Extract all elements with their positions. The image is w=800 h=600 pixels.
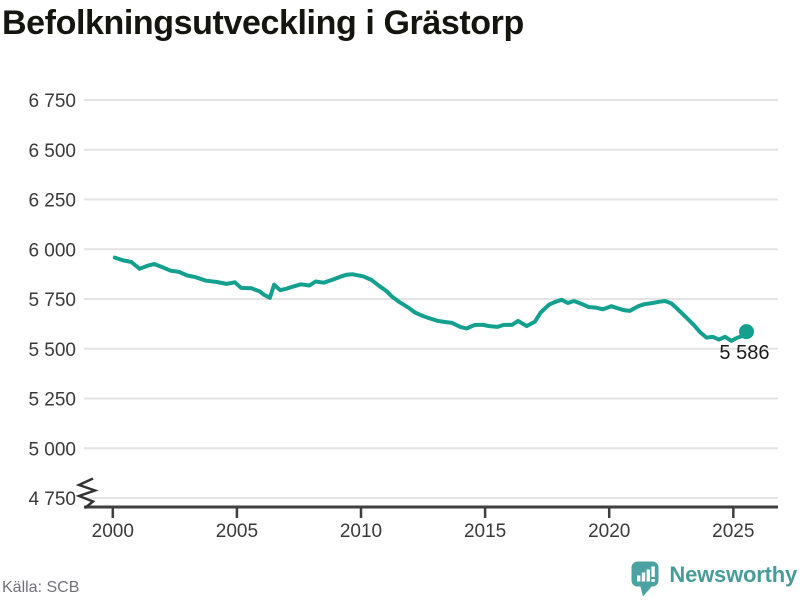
last-value-label: 5 586 <box>719 342 769 364</box>
x-axis-tick-label: 2015 <box>464 521 506 542</box>
page-title: Befolkningsutveckling i Grästorp <box>2 4 524 42</box>
y-axis-tick-label: 6 250 <box>28 191 76 212</box>
y-axis-tick-label: 6 000 <box>28 240 76 261</box>
brand-footer: Newsworthy <box>630 560 797 598</box>
y-axis-tick-label: 6 750 <box>28 91 76 112</box>
brand-name: Newsworthy <box>669 562 797 587</box>
axis-break-icon <box>75 477 99 509</box>
y-axis-tick-label: 5 000 <box>28 439 76 460</box>
y-axis-tick-label: 5 250 <box>28 390 76 411</box>
source-label: Källa: SCB <box>2 579 80 596</box>
x-axis-tick-label: 2025 <box>712 521 754 542</box>
population-line-chart: 4 750 5 000 5 250 5 500 5 750 6 000 6 250 6 500… <box>28 91 778 542</box>
y-axis-tick-label: 5 500 <box>28 340 76 361</box>
x-axis-tick-label: 2000 <box>92 521 134 542</box>
y-axis-tick-label: 4 750 <box>28 489 76 510</box>
y-axis-tick-label: 6 500 <box>28 141 76 162</box>
x-axis-tick-label: 2005 <box>216 521 258 542</box>
x-axis-tick-label: 2010 <box>340 521 382 542</box>
chart-area: 4 750 5 000 5 250 5 500 5 750 6 000 6 250 6 500… <box>0 60 800 560</box>
x-axis-tick-label: 2020 <box>588 521 630 542</box>
y-axis-tick-label: 5 750 <box>28 290 76 311</box>
population-line <box>112 255 749 343</box>
newsworthy-logo-icon <box>631 561 659 597</box>
last-point-dot <box>738 324 754 340</box>
